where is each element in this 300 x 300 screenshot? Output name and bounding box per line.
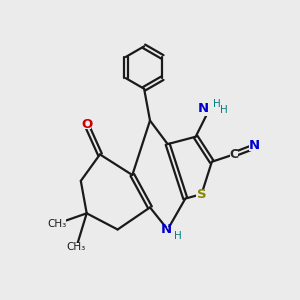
Text: H: H (213, 99, 221, 109)
Text: N: N (249, 139, 260, 152)
Bar (67, 243, 86, 252)
Text: O: O (81, 118, 92, 131)
Text: H: H (174, 231, 182, 241)
Text: H: H (220, 105, 228, 115)
Text: C: C (230, 148, 238, 161)
Text: N: N (197, 102, 208, 115)
Bar (249, 143, 257, 151)
Text: CH₃: CH₃ (67, 242, 86, 252)
Text: N: N (160, 223, 172, 236)
Text: CH₃: CH₃ (48, 219, 67, 229)
Bar (196, 190, 207, 199)
Bar (48, 219, 66, 228)
Bar (230, 151, 238, 158)
Text: S: S (197, 188, 206, 201)
Bar (82, 121, 91, 129)
Bar (163, 227, 179, 238)
Bar (201, 105, 217, 116)
